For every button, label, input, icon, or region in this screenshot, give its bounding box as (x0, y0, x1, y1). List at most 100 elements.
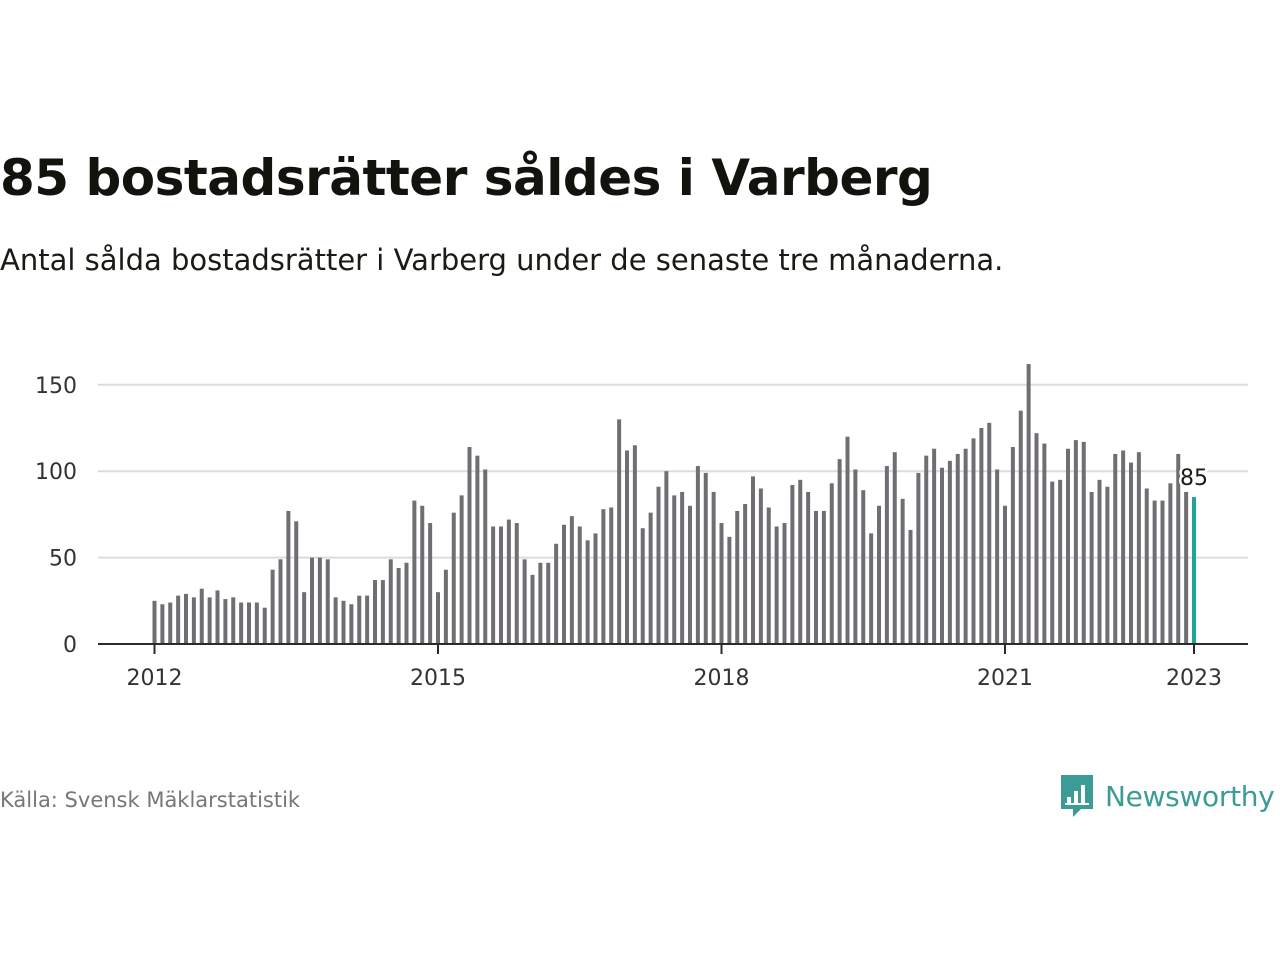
bar (554, 543, 559, 644)
bar (987, 422, 992, 644)
bar (506, 519, 511, 644)
bar (215, 590, 220, 644)
bar (640, 528, 645, 644)
x-tick-label: 2021 (977, 666, 1033, 691)
bar (388, 559, 393, 644)
bar (1097, 479, 1102, 644)
x-tick-labels: 2012 2015 2018 2021 2023 (127, 666, 1223, 691)
bar (916, 472, 921, 644)
bar (262, 607, 267, 644)
y-tick-label: 50 (49, 547, 77, 572)
bar (814, 510, 818, 644)
bar (231, 597, 236, 644)
bar (940, 467, 944, 644)
bar (743, 504, 748, 644)
y-tick-label: 100 (35, 460, 77, 485)
x-tick-label: 2012 (127, 666, 183, 691)
bar (908, 529, 913, 644)
bar (412, 500, 417, 644)
bar (617, 419, 622, 644)
bar (727, 536, 732, 644)
y-tick-label: 150 (35, 374, 77, 399)
bar (648, 512, 653, 644)
bars (152, 364, 1196, 644)
bar (522, 559, 527, 644)
bar (751, 476, 755, 644)
bar (845, 436, 850, 644)
bar (152, 600, 157, 644)
bar (404, 562, 409, 644)
bar (239, 602, 244, 644)
highlight-value-label: 85 (1180, 466, 1208, 491)
bar (1129, 462, 1133, 644)
bar (884, 466, 889, 644)
brand-logo: Newsworthy (1059, 772, 1275, 820)
bar (207, 597, 212, 644)
bar (365, 595, 370, 644)
bar (467, 447, 472, 644)
bar (349, 604, 354, 644)
bar (310, 557, 314, 644)
bar (1144, 488, 1149, 644)
bar (695, 466, 700, 644)
bar (774, 526, 779, 644)
chart-subtitle: Antal sålda bostadsrätter i Varberg unde… (0, 243, 1004, 277)
bar (1160, 500, 1165, 644)
bar (428, 523, 433, 644)
bar (191, 597, 196, 644)
bar (829, 483, 834, 644)
bar (601, 509, 606, 644)
bar (333, 597, 338, 644)
y-tick-label: 0 (63, 633, 77, 658)
source-note: Källa: Svensk Mäklarstatistik (0, 788, 301, 812)
bar (1152, 500, 1157, 644)
bar (1042, 443, 1047, 644)
bar (1066, 448, 1070, 644)
bar (546, 562, 551, 644)
bar (609, 507, 614, 644)
bar (184, 593, 188, 644)
bar (995, 469, 1000, 644)
bar (1168, 483, 1173, 644)
newsworthy-logo-icon (1061, 775, 1093, 817)
chart-title: 85 bostadsrätter såldes i Varberg (0, 149, 933, 207)
bar (955, 453, 960, 644)
bar (821, 510, 826, 644)
bar (451, 512, 456, 644)
bar (877, 505, 881, 644)
bar (853, 469, 858, 644)
bar (168, 602, 173, 644)
bar (1176, 453, 1181, 644)
bar (672, 495, 677, 644)
bar (341, 600, 346, 644)
bar (1058, 479, 1063, 644)
bar (947, 460, 952, 644)
bar (223, 599, 228, 644)
bar (837, 459, 842, 644)
bar (971, 438, 976, 644)
bar (703, 472, 708, 644)
bar (1073, 440, 1078, 644)
bar (593, 533, 598, 644)
bar (160, 604, 165, 644)
bar (711, 491, 716, 644)
bar (443, 569, 448, 644)
bar (514, 523, 519, 644)
bar (270, 569, 275, 644)
bar (892, 452, 897, 644)
bar (373, 580, 377, 644)
bar (475, 455, 480, 644)
bar (806, 491, 811, 644)
bar (538, 562, 543, 644)
bar (1184, 491, 1189, 644)
bar (625, 450, 629, 644)
bar (247, 602, 251, 644)
bar (782, 523, 787, 644)
annotation: 85 (1178, 464, 1211, 494)
bar (1089, 491, 1094, 644)
bar (585, 540, 590, 644)
bar (869, 533, 874, 644)
bar (254, 602, 259, 644)
bar (1018, 410, 1023, 644)
x-axis (98, 643, 1248, 654)
